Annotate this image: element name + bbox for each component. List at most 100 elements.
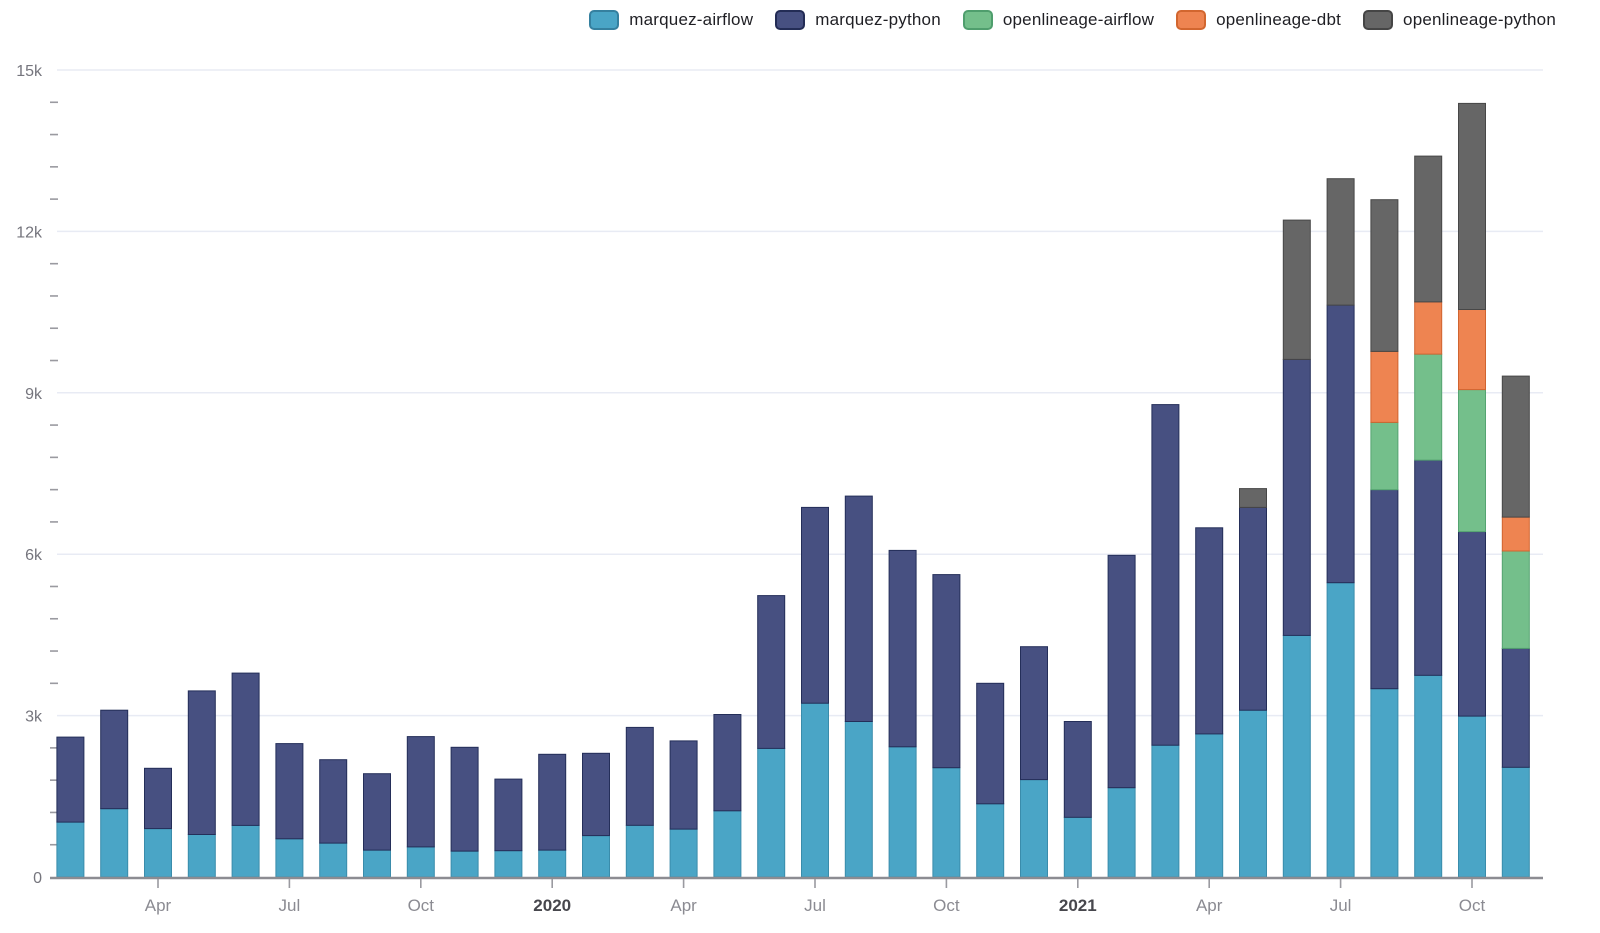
x-tick-label: 2020: [533, 896, 571, 915]
legend-item-openlineage-dbt[interactable]: openlineage-dbt: [1176, 10, 1341, 30]
bar-segment-marquez-airflow-2019-04[interactable]: [144, 828, 172, 878]
bar-segment-marquez-python-2019-10[interactable]: [406, 736, 435, 848]
legend: marquez-airflow marquez-python openlineage…: [0, 10, 1556, 30]
x-tick-label: Jul: [804, 896, 826, 915]
bar-segment-marquez-airflow-2019-03[interactable]: [100, 808, 129, 878]
bar-segment-marquez-airflow-2019-07[interactable]: [275, 838, 304, 878]
bar-segment-marquez-airflow-2021-08[interactable]: [1370, 688, 1399, 878]
bar-segment-marquez-airflow-2021-10[interactable]: [1458, 715, 1486, 878]
bar-segment-openlineage-dbt-2021-10[interactable]: [1458, 308, 1486, 391]
bar-segment-marquez-python-2021-03[interactable]: [1151, 404, 1180, 746]
bar-segment-openlineage-python-2021-08[interactable]: [1370, 199, 1399, 352]
bar-segment-marquez-python-2020-12[interactable]: [1020, 646, 1048, 781]
bar-segment-marquez-python-2021-06[interactable]: [1282, 358, 1311, 636]
bar-segment-openlineage-python-2021-06[interactable]: [1282, 219, 1311, 360]
bar-segment-openlineage-airflow-2021-10[interactable]: [1458, 389, 1486, 533]
bar-segment-marquez-airflow-2021-11[interactable]: [1501, 766, 1530, 878]
bar-segment-marquez-airflow-2019-06[interactable]: [231, 824, 260, 878]
bar-segment-marquez-airflow-2019-09[interactable]: [363, 849, 391, 878]
bar-segment-marquez-airflow-2021-09[interactable]: [1414, 674, 1443, 878]
bar-segment-marquez-python-2021-11[interactable]: [1501, 647, 1530, 768]
bar-segment-marquez-airflow-2020-08[interactable]: [844, 721, 873, 878]
bar-segment-openlineage-dbt-2021-09[interactable]: [1414, 301, 1443, 355]
bar-segment-marquez-python-2019-03[interactable]: [100, 709, 129, 810]
bar-segment-marquez-airflow-2021-01[interactable]: [1063, 816, 1092, 878]
bar-segment-marquez-airflow-2020-11[interactable]: [976, 803, 1005, 878]
bar-segment-openlineage-python-2021-07[interactable]: [1326, 178, 1355, 306]
bar-segment-marquez-airflow-2020-04[interactable]: [669, 828, 698, 878]
legend-item-marquez-python[interactable]: marquez-python: [775, 10, 941, 30]
bar-segment-openlineage-airflow-2021-11[interactable]: [1501, 550, 1530, 649]
bar-segment-marquez-airflow-2020-02[interactable]: [582, 835, 610, 878]
bar-segment-marquez-python-2021-08[interactable]: [1370, 489, 1399, 690]
bar-segment-marquez-python-2021-02[interactable]: [1107, 554, 1136, 789]
x-tick-label: Apr: [670, 896, 697, 915]
bar-segment-marquez-airflow-2021-05[interactable]: [1239, 709, 1267, 878]
bar-segment-marquez-python-2019-11[interactable]: [450, 746, 479, 852]
bar-segment-marquez-airflow-2019-12[interactable]: [494, 850, 523, 878]
bar-segment-marquez-python-2020-07[interactable]: [801, 506, 829, 704]
bar-segment-marquez-airflow-2021-02[interactable]: [1107, 787, 1136, 878]
bar-segment-openlineage-python-2021-05[interactable]: [1239, 488, 1267, 508]
bar-segment-marquez-python-2019-09[interactable]: [363, 773, 391, 851]
legend-item-label: openlineage-airflow: [1002, 10, 1155, 29]
bar-segment-marquez-airflow-2019-11[interactable]: [450, 850, 479, 878]
bar-segment-marquez-airflow-2019-05[interactable]: [187, 834, 216, 878]
bar-segment-openlineage-python-2021-09[interactable]: [1414, 155, 1443, 303]
bar-segment-openlineage-dbt-2021-08[interactable]: [1370, 350, 1399, 423]
x-tick-label: Oct: [408, 896, 435, 915]
bar-segment-marquez-python-2020-01[interactable]: [538, 753, 567, 851]
bar-segment-marquez-python-2019-02[interactable]: [56, 736, 85, 823]
bar-segment-marquez-airflow-2020-01[interactable]: [538, 849, 567, 878]
bar-segment-marquez-airflow-2021-04[interactable]: [1195, 733, 1224, 878]
bar-segment-marquez-python-2020-06[interactable]: [757, 595, 786, 749]
bar-segment-marquez-python-2020-08[interactable]: [844, 495, 873, 722]
bar-segment-marquez-airflow-2020-10[interactable]: [932, 767, 961, 878]
bar-segment-marquez-python-2021-09[interactable]: [1414, 459, 1443, 676]
bar-segment-marquez-airflow-2020-06[interactable]: [757, 747, 786, 878]
bar-segment-marquez-python-2019-06[interactable]: [231, 672, 260, 826]
x-tick-label: Jul: [1330, 896, 1352, 915]
bar-segment-marquez-python-2019-04[interactable]: [144, 767, 172, 830]
bar-segment-marquez-python-2019-07[interactable]: [275, 743, 304, 840]
bar-segment-openlineage-airflow-2021-08[interactable]: [1370, 421, 1399, 491]
bar-segment-marquez-airflow-2019-08[interactable]: [319, 842, 348, 878]
bar-segment-marquez-python-2021-01[interactable]: [1063, 721, 1092, 818]
bar-segment-openlineage-python-2021-11[interactable]: [1501, 375, 1530, 518]
bar-segment-marquez-airflow-2021-06[interactable]: [1282, 634, 1311, 878]
bar-segment-marquez-airflow-2020-07[interactable]: [801, 702, 829, 878]
legend-item-openlineage-python[interactable]: openlineage-python: [1363, 10, 1556, 30]
bar-segment-marquez-python-2020-11[interactable]: [976, 682, 1005, 805]
bar-segment-marquez-python-2020-10[interactable]: [932, 574, 961, 769]
bar-segment-marquez-python-2020-05[interactable]: [713, 714, 742, 812]
legend-item-openlineage-airflow[interactable]: openlineage-airflow: [962, 10, 1155, 30]
bar-segment-marquez-airflow-2021-03[interactable]: [1151, 744, 1180, 878]
bar-segment-openlineage-python-2021-10[interactable]: [1458, 102, 1486, 311]
bar-segment-marquez-airflow-2020-03[interactable]: [625, 824, 654, 878]
bar-segment-openlineage-airflow-2021-09[interactable]: [1414, 353, 1443, 461]
bar-segment-marquez-airflow-2021-07[interactable]: [1326, 582, 1355, 878]
bar-segment-marquez-python-2020-03[interactable]: [625, 726, 654, 826]
bar-segment-marquez-python-2021-07[interactable]: [1326, 304, 1355, 584]
bar-segment-marquez-python-2020-09[interactable]: [888, 549, 917, 748]
bar-segment-marquez-airflow-2020-05[interactable]: [713, 810, 742, 878]
bar-segment-marquez-airflow-2019-10[interactable]: [406, 846, 435, 878]
bar-segment-marquez-python-2020-04[interactable]: [669, 740, 698, 830]
legend-item-label: marquez-airflow: [629, 10, 754, 29]
bar-segment-marquez-python-2019-05[interactable]: [187, 690, 216, 836]
bar-segment-marquez-python-2021-10[interactable]: [1458, 531, 1486, 717]
bar-segment-marquez-python-2019-12[interactable]: [494, 778, 523, 852]
bar-segment-marquez-python-2019-08[interactable]: [319, 759, 348, 844]
bar-segment-marquez-python-2021-04[interactable]: [1195, 527, 1224, 735]
bar-segment-openlineage-dbt-2021-11[interactable]: [1501, 516, 1530, 552]
y-tick-label: 6k: [25, 547, 43, 564]
bar-segment-marquez-airflow-2020-09[interactable]: [888, 746, 917, 878]
bar-segment-marquez-airflow-2019-02[interactable]: [56, 821, 85, 878]
legend-item-marquez-airflow[interactable]: marquez-airflow: [589, 10, 753, 30]
bar-segment-marquez-python-2021-05[interactable]: [1239, 506, 1267, 711]
x-tick-label: Oct: [933, 896, 960, 915]
bar-segment-marquez-airflow-2020-12[interactable]: [1020, 779, 1048, 878]
bar-segment-marquez-python-2020-02[interactable]: [582, 752, 610, 837]
y-tick-label: 15k: [16, 63, 43, 80]
